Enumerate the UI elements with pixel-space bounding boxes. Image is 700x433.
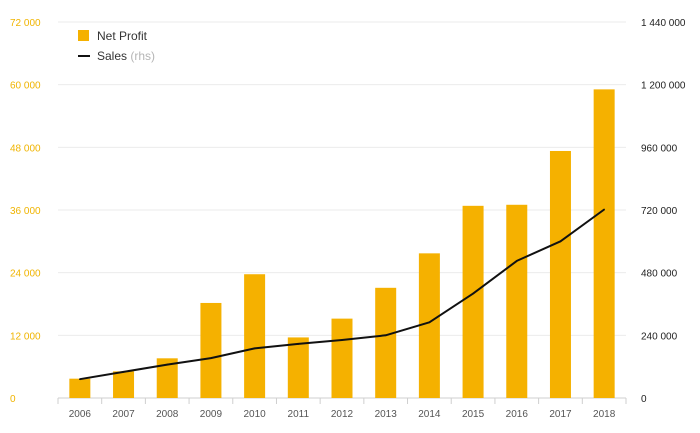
x-axis-tick-label: 2006 <box>69 409 92 420</box>
left-axis-tick-label: 60 000 <box>10 81 41 92</box>
bar-net-profit-2016 <box>506 204 528 398</box>
sales-point-2015 <box>472 292 474 295</box>
x-axis-tick-label: 2018 <box>593 409 616 420</box>
left-axis-tick-label: 72 000 <box>10 18 41 29</box>
x-axis-tick-label: 2017 <box>549 409 572 420</box>
legend-label-sales-suffix: (rhs) <box>130 49 155 63</box>
right-axis-tick-label: 240 000 <box>641 331 678 342</box>
bar-net-profit-2013 <box>375 287 397 398</box>
right-axis-tick-label: 720 000 <box>641 206 678 217</box>
right-axis-tick-label: 960 000 <box>641 143 678 154</box>
x-axis-tick-label: 2016 <box>506 409 529 420</box>
sales-point-2009 <box>210 357 212 359</box>
sales-point-2008 <box>166 363 169 366</box>
net-profit-bars <box>69 89 615 398</box>
bar-net-profit-2011 <box>287 337 309 398</box>
x-axis-ticks: 2006 2007 2008 2009 2010 2011 2012 2013 2014 2015… <box>69 409 616 420</box>
right-axis-tick-label: 1 200 000 <box>641 81 686 92</box>
sales-point-2012 <box>341 339 343 341</box>
right-axis-tick-label: 1 440 000 <box>641 18 686 29</box>
legend: Net Profit Sales (rhs) <box>78 29 155 63</box>
legend-label-sales-name: Sales <box>97 49 127 63</box>
sales-point-2006 <box>79 378 81 381</box>
x-axis-tick-label: 2013 <box>375 409 398 420</box>
left-axis-tick-label: 0 <box>10 394 16 405</box>
sales-point-2010 <box>253 347 256 350</box>
sales-point-2018 <box>603 208 605 211</box>
right-axis-tick-label: 0 <box>641 394 647 405</box>
bar-net-profit-2015 <box>462 205 484 398</box>
bar-net-profit-2006 <box>69 378 91 398</box>
x-axis-tick-label: 2012 <box>331 409 354 420</box>
bar-net-profit-2009 <box>200 302 222 398</box>
x-axis-tick-label: 2007 <box>112 409 135 420</box>
x-axis-tick-label: 2011 <box>288 409 310 420</box>
left-axis-tick-label: 36 000 <box>10 206 41 217</box>
left-axis-tick-label: 12 000 <box>10 331 41 342</box>
sales-line-layer <box>79 208 605 381</box>
legend-label-net-profit: Net Profit <box>97 29 148 43</box>
left-axis-tick-label: 24 000 <box>10 269 41 280</box>
x-axis-tick-label: 2008 <box>156 409 179 420</box>
bar-net-profit-2012 <box>331 318 353 398</box>
left-axis-tick-label: 48 000 <box>10 143 41 154</box>
bar-net-profit-2017 <box>549 150 571 398</box>
bar-net-profit-2007 <box>113 371 135 398</box>
sales-point-2017 <box>559 240 562 243</box>
x-axis-tick-label: 2015 <box>462 409 485 420</box>
bar-net-profit-2018 <box>593 89 615 398</box>
right-axis-tick-label: 480 000 <box>641 269 678 280</box>
right-axis-ticks: 0 240 000 480 000 720 000 960 000 1 200 000 1 … <box>641 18 686 405</box>
x-axis-tick-label: 2014 <box>418 409 441 420</box>
legend-label-sales: Sales (rhs) <box>97 49 155 63</box>
sales-point-2007 <box>122 371 125 373</box>
gridlines <box>57 21 627 404</box>
sales-point-2013 <box>384 334 387 337</box>
x-axis-tick-label: 2010 <box>243 409 266 420</box>
x-axis-tick-label: 2009 <box>200 409 223 420</box>
legend-swatch-net-profit <box>78 30 89 41</box>
left-axis-ticks: 0 12 000 24 000 36 000 48 000 60 000 72 000 <box>10 18 41 405</box>
bar-net-profit-2010 <box>244 274 266 398</box>
bar-net-profit-2008 <box>156 358 178 398</box>
sales-point-2014 <box>428 321 431 324</box>
sales-point-2016 <box>515 260 518 262</box>
sales-point-2011 <box>297 343 300 345</box>
bar-net-profit-2014 <box>418 253 440 398</box>
